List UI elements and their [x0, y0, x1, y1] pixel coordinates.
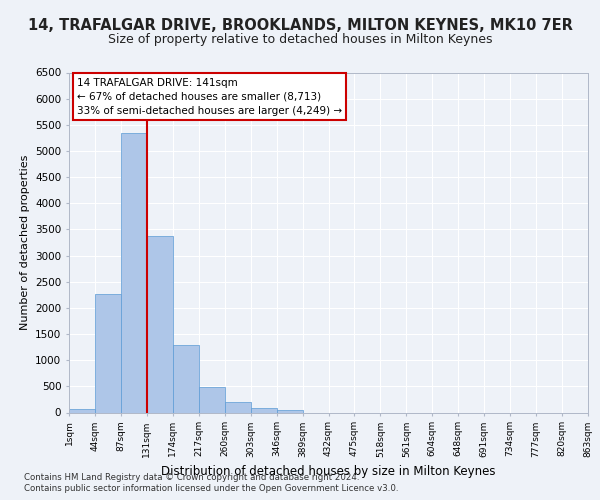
Text: 14 TRAFALGAR DRIVE: 141sqm
← 67% of detached houses are smaller (8,713)
33% of s: 14 TRAFALGAR DRIVE: 141sqm ← 67% of deta… — [77, 78, 342, 116]
X-axis label: Distribution of detached houses by size in Milton Keynes: Distribution of detached houses by size … — [161, 465, 496, 478]
Bar — [95, 294, 121, 412]
Text: Contains HM Land Registry data © Crown copyright and database right 2024.: Contains HM Land Registry data © Crown c… — [24, 472, 359, 482]
Bar — [225, 402, 251, 412]
Text: Size of property relative to detached houses in Milton Keynes: Size of property relative to detached ho… — [108, 32, 492, 46]
Bar — [251, 408, 277, 412]
Text: 14, TRAFALGAR DRIVE, BROOKLANDS, MILTON KEYNES, MK10 7ER: 14, TRAFALGAR DRIVE, BROOKLANDS, MILTON … — [28, 18, 572, 32]
Bar — [173, 345, 199, 412]
Bar — [69, 408, 95, 412]
Text: Contains public sector information licensed under the Open Government Licence v3: Contains public sector information licen… — [24, 484, 398, 493]
Y-axis label: Number of detached properties: Number of detached properties — [20, 155, 29, 330]
Bar — [199, 387, 224, 412]
Bar — [121, 132, 147, 412]
Bar — [277, 410, 302, 412]
Bar — [147, 236, 173, 412]
